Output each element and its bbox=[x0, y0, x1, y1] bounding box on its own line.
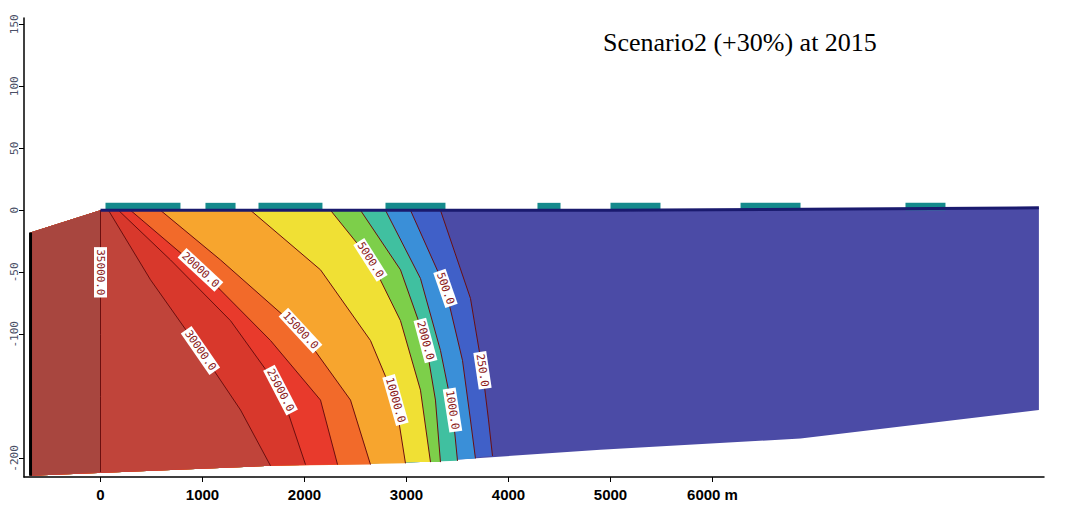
svg-text:5000: 5000 bbox=[594, 486, 627, 503]
svg-text:-200: -200 bbox=[8, 445, 21, 472]
svg-text:3000: 3000 bbox=[390, 486, 423, 503]
svg-text:10000.0: 10000.0 bbox=[383, 376, 408, 424]
svg-text:30000.0: 30000.0 bbox=[182, 328, 219, 374]
svg-text:2000: 2000 bbox=[288, 486, 321, 503]
svg-text:0: 0 bbox=[96, 486, 104, 503]
svg-text:150: 150 bbox=[8, 14, 21, 34]
svg-text:6000 m: 6000 m bbox=[687, 486, 738, 503]
svg-text:2000.0: 2000.0 bbox=[414, 320, 437, 362]
svg-text:0: 0 bbox=[8, 207, 21, 214]
svg-text:50: 50 bbox=[8, 142, 21, 155]
svg-text:-100: -100 bbox=[8, 321, 21, 348]
svg-text:15000.0: 15000.0 bbox=[280, 309, 321, 352]
svg-text:Scenario2 (+30%) at 2015: Scenario2 (+30%) at 2015 bbox=[603, 28, 877, 57]
svg-text:-50: -50 bbox=[8, 262, 21, 282]
svg-text:5000.0: 5000.0 bbox=[354, 240, 386, 281]
svg-text:1000: 1000 bbox=[186, 486, 219, 503]
svg-text:1000.0: 1000.0 bbox=[443, 389, 462, 430]
svg-text:35000.0: 35000.0 bbox=[94, 249, 107, 295]
svg-text:20000.0: 20000.0 bbox=[179, 249, 222, 290]
svg-text:500.0: 500.0 bbox=[434, 271, 457, 307]
svg-text:100: 100 bbox=[8, 76, 21, 96]
svg-text:250.0: 250.0 bbox=[474, 353, 492, 388]
svg-text:25000.0: 25000.0 bbox=[264, 367, 297, 414]
svg-text:4000: 4000 bbox=[492, 486, 525, 503]
